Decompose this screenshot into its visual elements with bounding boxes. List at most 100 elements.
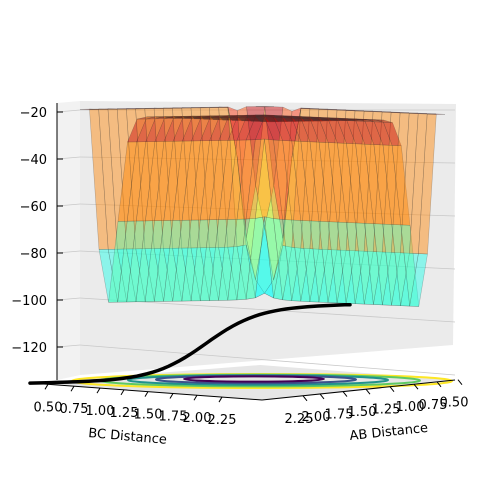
surface-facet [228, 115, 247, 117]
surface-facet [209, 117, 229, 141]
surface-facet [218, 117, 238, 141]
surface-facet [164, 116, 184, 118]
surface-facet [172, 117, 192, 142]
surface-facet [182, 115, 202, 117]
x-tick-label: 2.00 [183, 411, 212, 426]
surface-facet [200, 115, 220, 119]
surface-facet [212, 118, 231, 120]
surface-facet [155, 116, 174, 120]
x-axis-ticks: 0.500.751.001.251.501.752.002.25 [34, 384, 236, 428]
x-tick-label: 1.50 [134, 408, 163, 423]
surface-facet [273, 115, 293, 117]
surface-facet [300, 108, 320, 110]
surface-facet [320, 118, 339, 120]
surface-facet [209, 115, 229, 119]
surface-facet [328, 117, 347, 121]
surface-facet [301, 116, 320, 120]
gridlines [56, 109, 456, 376]
surface-facet [286, 120, 306, 122]
surface-facet [300, 141, 320, 222]
surface-facet [354, 250, 374, 305]
surface-facet [255, 139, 274, 219]
surface-facet [391, 112, 410, 114]
surface-facet [249, 119, 269, 121]
surface-facet [347, 119, 366, 121]
surface-facet [247, 116, 266, 118]
surface-facet [182, 115, 201, 119]
surface-facet [260, 121, 279, 123]
surface-facet [210, 116, 230, 119]
surface-facet [209, 107, 229, 248]
energy-surface [79, 106, 446, 307]
surface-facet [136, 116, 156, 120]
surface-facet [145, 141, 165, 222]
surface-facet [409, 253, 428, 307]
surface-facet [291, 247, 311, 302]
surface-facet [107, 109, 127, 250]
surface-facet [153, 108, 173, 249]
surface-facet [218, 219, 238, 301]
surface-facet [282, 140, 302, 221]
surface-facet [282, 108, 302, 248]
surface-facet [273, 218, 292, 301]
surface-facet [321, 120, 341, 122]
surface-facet [209, 219, 229, 301]
surface-facet [277, 120, 296, 122]
surface-facet [300, 108, 320, 249]
surface-facet [267, 119, 287, 121]
surface-facet [192, 117, 212, 119]
surface-facet [174, 117, 194, 119]
surface-facet [269, 121, 288, 123]
x-tick-mark [144, 391, 149, 397]
surface-facet [247, 117, 267, 119]
surface-facet [227, 139, 247, 220]
surface-facet [240, 119, 259, 121]
surface-facet [319, 117, 338, 121]
surface-facet [218, 106, 238, 157]
surface-facet [318, 141, 338, 223]
surface-facet [237, 114, 256, 116]
surface-facet [282, 219, 302, 302]
surface-facet [330, 119, 349, 122]
surface-facet [400, 224, 420, 307]
surface-facet [259, 120, 279, 122]
surface-facet [154, 141, 174, 221]
y-axis-label: AB Distance [349, 421, 429, 444]
z-tick-label: −40 [20, 153, 47, 168]
surface-facet [126, 108, 145, 110]
y-tick-mark [413, 383, 419, 390]
surface-facet [364, 143, 383, 225]
surface-facet [203, 118, 222, 120]
axis-lines [29, 103, 456, 401]
surface-facet [274, 117, 293, 119]
surface-facet [246, 115, 265, 117]
surface-facet [236, 244, 256, 300]
surface-facet [302, 118, 321, 120]
y-axis-line [261, 379, 456, 401]
surface-facet [200, 140, 220, 221]
surface-facet [303, 119, 322, 121]
surface-facet [427, 113, 446, 115]
surface-facet [246, 106, 266, 186]
surface-facet [300, 220, 320, 303]
x-tick-label: 1.00 [86, 404, 115, 419]
surface-facet [241, 120, 260, 122]
surface-facet [163, 118, 183, 142]
surface-facet [164, 116, 183, 119]
surface-facet [383, 121, 402, 147]
y-tick-mark [302, 395, 308, 402]
surface-facet [354, 110, 374, 112]
x-axis-label: BC Distance [88, 426, 168, 448]
surface-facet [220, 117, 240, 119]
surface-facet [144, 108, 164, 249]
surface-facet [274, 116, 293, 118]
surface-facet [181, 107, 201, 109]
z-tick-label: −100 [11, 294, 47, 309]
surface-facet [346, 120, 366, 145]
surface-facet [354, 111, 374, 252]
surface-facet [153, 107, 173, 109]
surface-facet [220, 117, 239, 119]
surface-facet [264, 138, 283, 220]
surface-facet [181, 140, 201, 221]
